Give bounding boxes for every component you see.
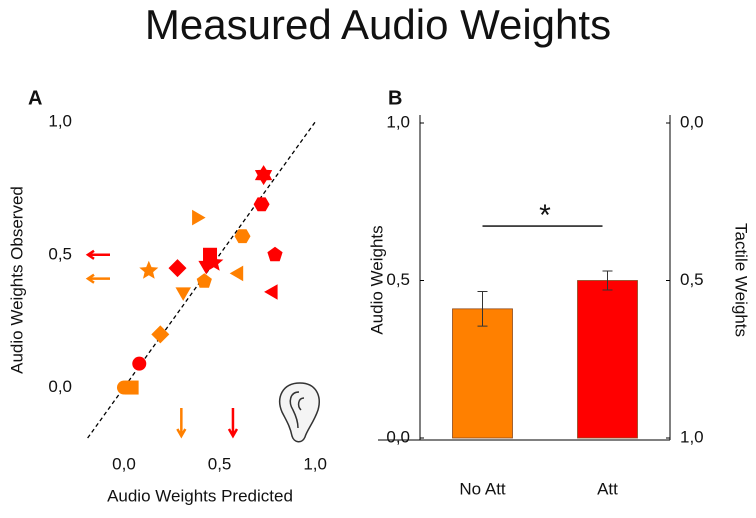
data-point <box>196 273 212 288</box>
y2-tick-label: 0,0 <box>680 112 704 131</box>
data-point <box>204 252 224 271</box>
y-tick-label: 1,0 <box>48 111 72 130</box>
arrow <box>85 249 110 260</box>
x-tick-label: No Att <box>459 479 506 498</box>
data-point <box>264 284 278 300</box>
bar <box>577 280 638 439</box>
y-tick-label: 0,0 <box>48 377 72 396</box>
y-tick-label: 1,0 <box>386 112 410 131</box>
y2-tick-label: 1,0 <box>680 427 704 446</box>
data-point <box>254 165 273 186</box>
significance-label: * <box>539 199 551 232</box>
ear-icon <box>279 382 320 443</box>
bar <box>452 308 513 439</box>
y-tick-label: 0,5 <box>48 244 72 263</box>
x-tick-label: 0,5 <box>208 454 232 473</box>
data-point <box>175 287 191 301</box>
arrow <box>176 408 187 439</box>
data-point <box>253 197 270 212</box>
arrow <box>227 408 239 439</box>
x-axis-title: Audio Weights Predicted <box>107 486 293 505</box>
figure-title: Measured Audio Weights <box>145 1 611 48</box>
y-tick-label: 0,0 <box>386 427 410 446</box>
y-axis-title: Audio Weights <box>367 225 386 334</box>
panel-letter: B <box>388 87 402 109</box>
data-point <box>139 260 159 279</box>
data-point <box>192 209 206 226</box>
y2-tick-label: 0,5 <box>680 270 704 289</box>
data-point <box>267 246 283 262</box>
y-axis-title: Audio Weights Observed <box>7 186 26 374</box>
panel-letter: A <box>28 87 42 109</box>
y2-axis-title: Tactile Weights <box>732 223 751 337</box>
y-tick-label: 0,5 <box>386 270 410 289</box>
arrow <box>85 273 110 284</box>
x-tick-label: Att <box>597 479 618 498</box>
error-bar <box>602 270 613 291</box>
data-point <box>234 229 251 244</box>
data-point <box>132 356 147 371</box>
x-tick-label: 1,0 <box>303 454 327 473</box>
data-point <box>124 380 139 395</box>
data-point <box>229 265 244 282</box>
data-point <box>151 325 170 344</box>
error-bar <box>477 291 488 327</box>
data-point <box>168 259 187 278</box>
x-tick-label: 0,0 <box>112 454 136 473</box>
data-point <box>198 260 214 275</box>
